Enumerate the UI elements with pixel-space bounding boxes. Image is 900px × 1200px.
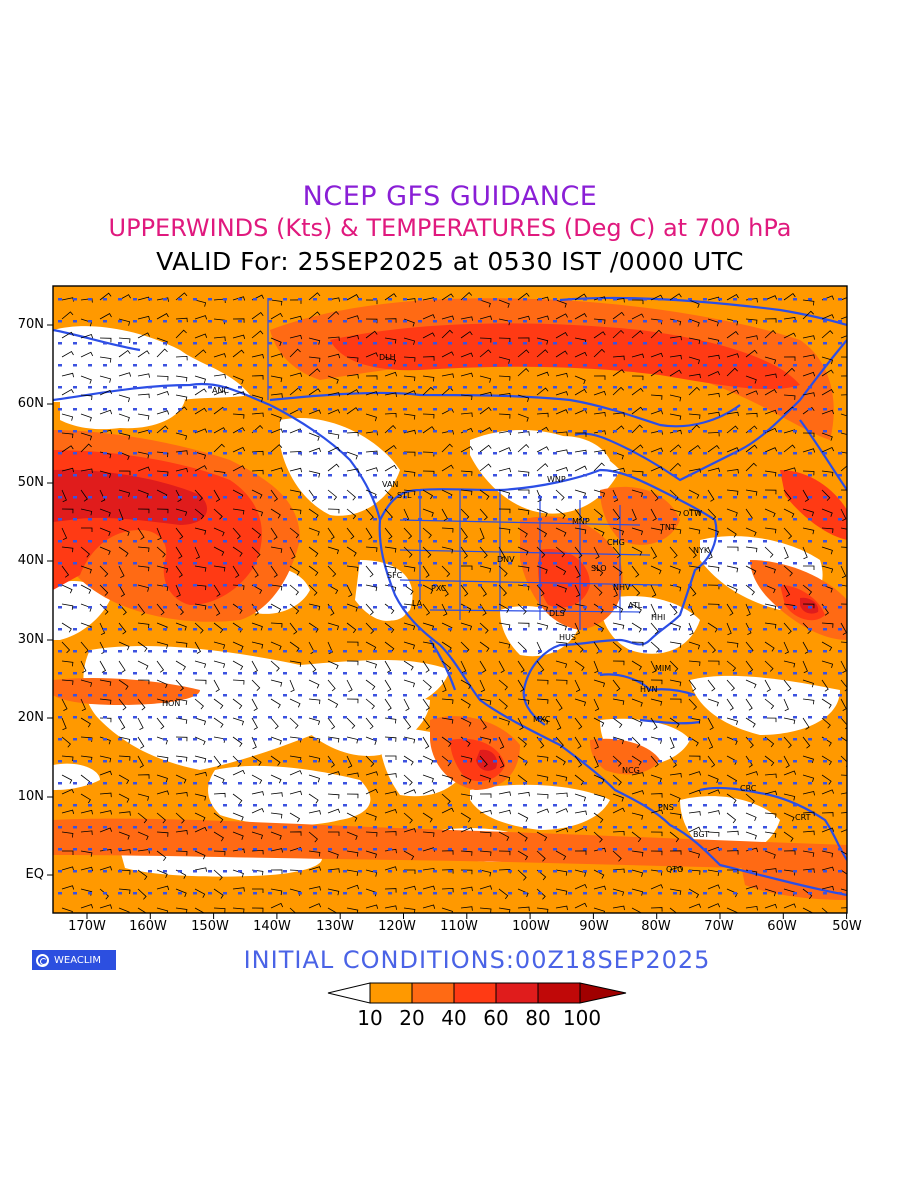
legend-label: 10	[357, 1006, 383, 1030]
station-label: NYK	[693, 546, 710, 555]
legend-label: 100	[562, 1006, 602, 1030]
station-label: MXC	[533, 715, 551, 724]
lon-label: 130W	[316, 919, 354, 934]
legend-label: 80	[525, 1006, 551, 1030]
lat-label: EQ	[25, 867, 44, 882]
station-label: SLO	[591, 564, 607, 573]
initial-conditions: INITIAL CONDITIONS:00Z18SEP2025	[243, 946, 711, 974]
lat-label: 20N	[17, 710, 44, 725]
station-label: NCG	[622, 766, 640, 775]
lon-label: 160W	[129, 919, 167, 934]
station-label: VAN	[382, 480, 398, 489]
station-label: ATL	[628, 601, 643, 610]
map-frame	[52, 285, 848, 914]
station-label: PXC	[431, 584, 447, 593]
lon-label: 140W	[253, 919, 291, 934]
station-label: DLS	[549, 609, 565, 618]
station-label: LA	[412, 599, 423, 608]
lat-label: 50N	[17, 475, 44, 490]
lon-label: 80W	[641, 919, 671, 934]
legend-label: 60	[483, 1006, 509, 1030]
lon-label: 170W	[68, 919, 106, 934]
state-boundaries	[267, 298, 661, 630]
station-label: DLH	[379, 353, 396, 362]
station-label: NHV	[613, 583, 631, 592]
station-label: PNS	[658, 803, 674, 812]
station-label: CRC	[740, 784, 757, 793]
station-label: OTW	[683, 509, 702, 518]
title-line-1: NCEP GFS GUIDANCE	[302, 181, 598, 212]
legend-label: 20	[399, 1006, 425, 1030]
station-label: CRT	[795, 813, 811, 822]
legend-label: 40	[441, 1006, 467, 1030]
station-label: WNP	[547, 475, 566, 484]
title-line-2: UPPERWINDS (Kts) & TEMPERATURES (Deg C) …	[108, 214, 792, 242]
lon-label: 90W	[579, 919, 609, 934]
weaclim-logo-icon	[36, 953, 49, 967]
lon-label: 70W	[704, 919, 734, 934]
axis-ticks	[47, 324, 848, 919]
temperature-markers	[58, 298, 842, 895]
lon-label: 150W	[191, 919, 229, 934]
station-label: QTO	[666, 865, 683, 874]
lat-label: 60N	[17, 396, 44, 411]
station-label: CHG	[607, 538, 625, 547]
logo-text: WEACLIM	[54, 954, 102, 966]
station-label: HON	[162, 699, 180, 708]
station-label: SFC	[387, 571, 403, 580]
station-label: MIM	[655, 664, 671, 673]
station-label: HUS	[559, 633, 576, 642]
station-label: TNT	[659, 523, 676, 532]
lon-label: 50W	[832, 919, 862, 934]
lat-label: 30N	[17, 632, 44, 647]
map-field	[53, 286, 847, 913]
title-line-3: VALID For: 25SEP2025 at 0530 IST /0000 U…	[156, 247, 744, 276]
lon-label: 120W	[378, 919, 416, 934]
weaclim-logo: WEACLIM	[32, 950, 116, 970]
lat-label: 40N	[17, 553, 44, 568]
station-labels: ANC DLH VAN STL WNP MNP CHG TNT OTW NYK DNV SFC PXC L…	[162, 353, 811, 874]
station-label: DNV	[497, 555, 515, 564]
station-label: STL	[397, 491, 412, 500]
lon-label: 100W	[512, 919, 550, 934]
lon-label: 60W	[767, 919, 797, 934]
station-label: HHI	[651, 613, 665, 622]
station-label: ANC	[212, 386, 229, 395]
station-label: HVN	[640, 685, 657, 694]
station-label: MNP	[572, 517, 590, 526]
lat-label: 10N	[17, 789, 44, 804]
lon-label: 110W	[440, 919, 478, 934]
station-label: BGT	[693, 830, 709, 839]
lat-label: 70N	[17, 317, 44, 332]
